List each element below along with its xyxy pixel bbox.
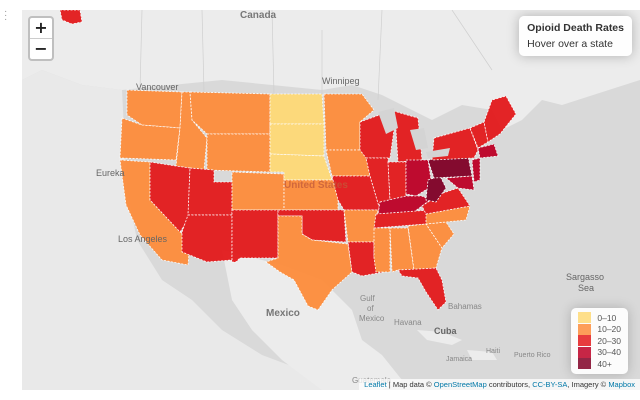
state-kentucky[interactable] xyxy=(377,195,431,215)
label-vancouver: Vancouver xyxy=(136,82,179,92)
hispaniola-land xyxy=(467,350,497,360)
province-borders xyxy=(139,10,493,101)
canada-land xyxy=(22,10,640,130)
legend-swatch xyxy=(578,323,592,335)
label-cuba: Cuba xyxy=(434,326,457,336)
lake-huron xyxy=(410,128,428,150)
legend-label: 0–10 xyxy=(597,312,617,323)
state-arkansas[interactable] xyxy=(343,209,379,243)
left-gutter: · · · xyxy=(0,0,22,400)
states-layer xyxy=(59,10,517,311)
legend-swatch xyxy=(578,335,592,347)
info-hint: Hover over a state xyxy=(527,38,613,50)
legend-label: 20–30 xyxy=(597,335,621,346)
state-north-dakota[interactable] xyxy=(269,93,325,125)
legend-label: 40+ xyxy=(597,358,612,369)
state-mississippi[interactable] xyxy=(373,227,391,273)
label-eureka: Eureka xyxy=(96,168,125,178)
state-new-jersey[interactable] xyxy=(471,157,481,183)
state-alaska[interactable] xyxy=(59,10,83,25)
state-colorado[interactable] xyxy=(231,171,285,211)
state-illinois[interactable] xyxy=(365,157,391,211)
legend-item: 40+ xyxy=(578,358,621,370)
state-north-carolina[interactable] xyxy=(425,205,471,225)
legend-label: 30–40 xyxy=(597,347,621,358)
legend-item: 20–30 xyxy=(578,335,621,347)
legend-swatch xyxy=(578,312,592,324)
label-mexico-gulf: Mexico xyxy=(359,314,385,323)
state-oregon[interactable] xyxy=(119,117,181,161)
cc-by-sa-link[interactable]: CC-BY-SA xyxy=(532,380,568,389)
zoom-out-button[interactable]: − xyxy=(30,38,52,59)
state-maine[interactable] xyxy=(483,95,517,143)
attribution-text-1: | Map data © xyxy=(386,380,434,389)
label-gulf: Gulf xyxy=(360,294,375,303)
map-canvas xyxy=(22,10,640,390)
label-puerto-rico: Puerto Rico xyxy=(514,352,551,359)
attribution-text-2: contributors, xyxy=(486,380,533,389)
state-south-carolina[interactable] xyxy=(425,221,455,249)
label-canada: Canada xyxy=(240,10,277,21)
legend-item: 10–20 xyxy=(578,323,621,336)
state-maryland[interactable] xyxy=(444,175,475,191)
leaflet-link[interactable]: Leaflet xyxy=(364,380,387,389)
pacific-coast-land xyxy=(22,70,352,390)
label-los-angeles: Los Angeles xyxy=(118,234,168,244)
state-arizona[interactable] xyxy=(181,214,233,263)
state-idaho[interactable] xyxy=(175,91,208,171)
state-south-dakota[interactable] xyxy=(269,123,325,157)
state-massachusetts[interactable] xyxy=(477,143,499,159)
mapbox-link[interactable]: Mapbox xyxy=(608,380,635,389)
label-haiti: Haiti xyxy=(486,348,501,355)
state-wyoming[interactable] xyxy=(206,133,271,173)
state-indiana[interactable] xyxy=(387,161,407,201)
legend-label: 10–20 xyxy=(597,324,621,335)
openstreetmap-link[interactable]: OpenStreetMap xyxy=(433,380,487,389)
map-container[interactable]: Canada Winnipeg Vancouver Eureka United … xyxy=(22,10,640,390)
label-havana: Havana xyxy=(394,318,422,327)
legend-item: 0–10 xyxy=(578,312,621,324)
info-panel: Opioid Death Rates Hover over a state xyxy=(519,16,632,56)
state-new-mexico[interactable] xyxy=(231,209,279,263)
info-title: Opioid Death Rates xyxy=(527,22,624,34)
state-tennessee[interactable] xyxy=(373,209,431,229)
mexico-land xyxy=(222,250,402,390)
zoom-control: + − xyxy=(28,16,54,61)
label-mexico: Mexico xyxy=(266,308,300,319)
label-jamaica: Jamaica xyxy=(446,356,473,363)
legend-swatch xyxy=(578,346,592,358)
legend-item: 30–40 xyxy=(578,346,621,359)
label-winnipeg: Winnipeg xyxy=(322,76,360,86)
label-of: of xyxy=(367,304,374,313)
state-montana[interactable] xyxy=(189,91,271,135)
state-florida[interactable] xyxy=(397,267,447,311)
state-iowa[interactable] xyxy=(325,149,371,177)
label-sargasso: Sargasso xyxy=(566,272,605,282)
legend-swatch xyxy=(578,358,592,370)
label-bahamas: Bahamas xyxy=(448,302,482,311)
cuba-land xyxy=(417,330,462,345)
lake-erie xyxy=(426,148,450,158)
state-texas[interactable] xyxy=(265,215,353,311)
attribution: Leaflet | Map data © OpenStreetMap contr… xyxy=(359,379,640,390)
legend: 0–10 10–20 20–30 30–40 40+ xyxy=(571,308,628,374)
lake-michigan xyxy=(378,108,398,134)
label-sea: Sea xyxy=(578,283,595,293)
drag-handle-icon[interactable]: · · · xyxy=(4,6,8,25)
label-united-states: United States xyxy=(284,180,348,191)
state-ohio[interactable] xyxy=(405,159,433,197)
attribution-text-3: , Imagery © xyxy=(567,380,609,389)
zoom-in-button[interactable]: + xyxy=(34,18,48,37)
